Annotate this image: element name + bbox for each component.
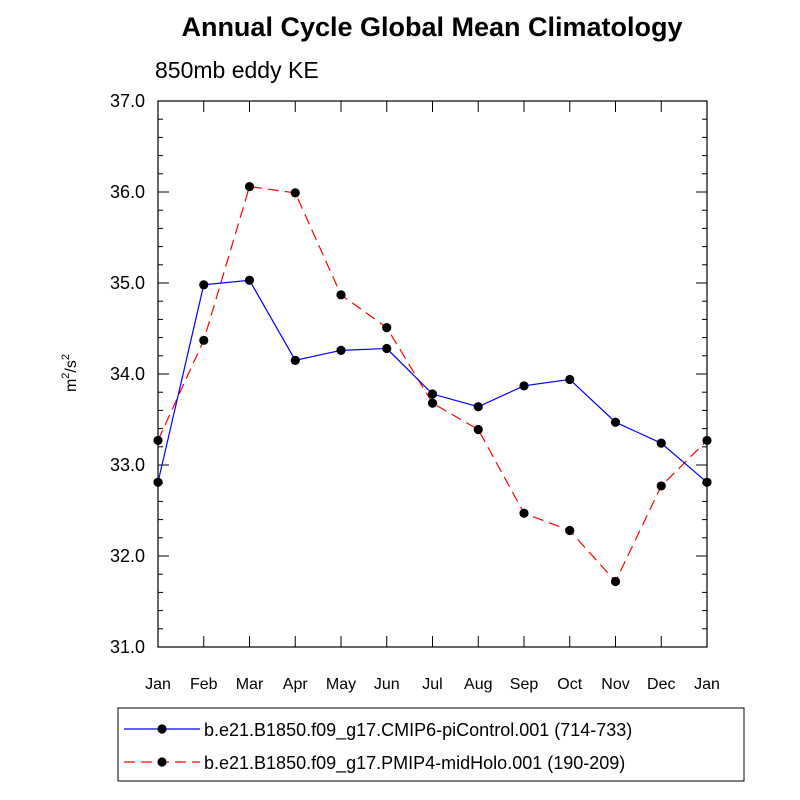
y-tick-label: 32.0 (110, 546, 145, 566)
legend-marker (157, 757, 167, 767)
data-point (153, 477, 163, 487)
data-point (519, 508, 529, 518)
legend-label: b.e21.B1850.f09_g17.CMIP6-piControl.001 … (204, 720, 632, 741)
data-point (382, 322, 392, 333)
y-tick-label: 33.0 (110, 455, 145, 475)
y-axis-label: m2/s2 (60, 354, 80, 392)
data-point (473, 424, 483, 435)
data-point (290, 188, 300, 198)
y-tick-label: 34.0 (110, 364, 145, 384)
data-point (244, 181, 255, 192)
x-tick-label: Sep (510, 676, 539, 693)
x-tick-labels: Jan Feb Mar Apr May Jun Jul Aug Sep Oct Nov Dec Jan (145, 676, 720, 693)
plot-frame (157, 100, 708, 648)
data-point (153, 435, 163, 446)
legend: b.e21.B1850.f09_g17.CMIP6-piControl.001 … (117, 707, 745, 782)
legend-box (117, 707, 745, 782)
data-point (427, 389, 438, 399)
data-point (427, 398, 438, 408)
y-tick-label: 36.0 (110, 182, 145, 202)
chart-title: Annual Cycle Global Mean Climatology (181, 12, 682, 42)
legend-label: b.e21.B1850.f09_g17.PMIP4-midHolo.001 (1… (204, 753, 625, 774)
y-tick-labels: 31.0 32.0 33.0 34.0 35.0 36.0 37.0 (110, 91, 145, 657)
data-point (702, 435, 712, 446)
data-point (473, 402, 483, 412)
x-tick-label: Jan (145, 676, 171, 693)
x-tick-label: Mar (236, 676, 264, 693)
data-point (702, 477, 712, 487)
y-tick-label: 35.0 (110, 273, 145, 293)
y-tick-label: 31.0 (110, 637, 145, 657)
data-point (336, 345, 346, 355)
series-1 (153, 275, 712, 487)
series-line (157, 185, 708, 583)
x-tick-label: Jun (374, 676, 400, 693)
data-point (336, 290, 346, 300)
series-line (157, 279, 708, 483)
data-point (519, 381, 529, 391)
data-point (565, 374, 575, 385)
plot-border (157, 100, 708, 648)
data-point (656, 438, 666, 448)
data-point (199, 280, 209, 290)
data-point (244, 275, 255, 285)
x-tick-label: Dec (647, 676, 675, 693)
x-tick-label: Aug (464, 676, 492, 693)
data-point (199, 335, 209, 345)
x-tick-label: Oct (557, 676, 582, 693)
data-point (610, 417, 621, 427)
x-tick-label: May (326, 676, 356, 693)
series-layer (153, 181, 712, 587)
y-tick-label: 37.0 (110, 91, 145, 111)
x-tick-label: Nov (601, 676, 629, 693)
series-2 (153, 181, 712, 587)
data-point (565, 525, 575, 536)
x-tick-label: Jul (422, 676, 442, 693)
legend-marker (157, 724, 167, 734)
chart-subtitle: 850mb eddy KE (155, 57, 319, 83)
x-tick-label: Feb (190, 676, 218, 693)
data-point (656, 481, 666, 491)
data-point (290, 355, 300, 365)
data-point (382, 343, 392, 354)
data-point (610, 576, 621, 587)
x-tick-label: Jan (694, 676, 720, 693)
x-tick-label: Apr (283, 676, 309, 693)
axis-ticks (157, 100, 708, 648)
